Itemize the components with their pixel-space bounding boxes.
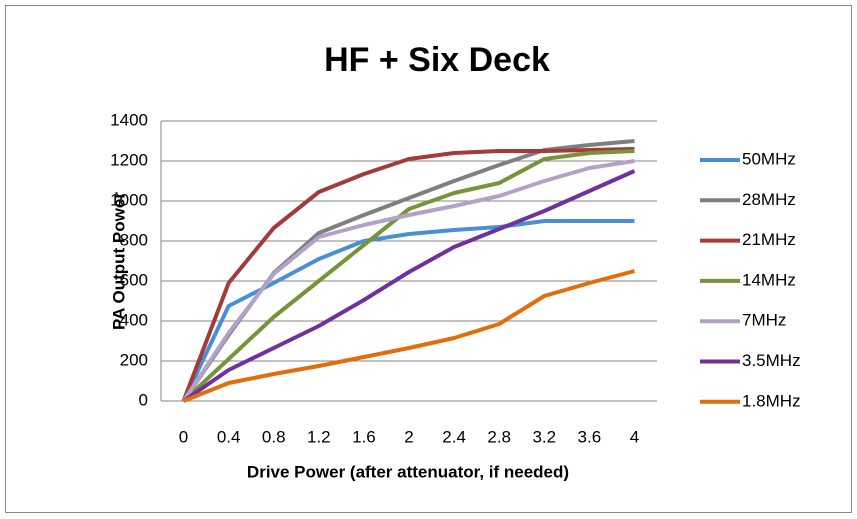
legend-label: 28MHz (742, 190, 796, 209)
x-tick-label: 2.8 (487, 427, 511, 446)
legend-label: 50MHz (742, 149, 796, 168)
x-tick-label: 3.2 (532, 427, 556, 446)
x-tick-label: 1.6 (352, 427, 376, 446)
chart-title: HF + Six Deck (324, 41, 550, 79)
legend-label: 21MHz (742, 230, 796, 249)
legend-label: 3.5MHz (742, 351, 801, 370)
y-tick-label: 800 (120, 230, 148, 249)
series-line (181, 147, 635, 402)
legend-label: 7MHz (742, 311, 786, 330)
x-tick-label: 2.4 (442, 427, 466, 446)
x-axis-title: Drive Power (after attenuator, if needed… (247, 462, 569, 481)
series-line (182, 149, 635, 403)
series-line (181, 159, 635, 403)
x-tick-label: 4 (630, 427, 639, 446)
y-axis-title: PA Output Power (109, 192, 128, 330)
x-tick-label: 3.6 (578, 427, 602, 446)
series-line (182, 169, 636, 403)
y-tick-label: 1000 (110, 190, 148, 209)
y-tick-label: 1400 (110, 110, 148, 129)
y-tick-label: 1200 (110, 150, 148, 169)
y-tick-label: 400 (120, 310, 148, 329)
y-tick-label: 600 (120, 270, 148, 289)
x-tick-label: 2 (404, 427, 413, 446)
legend-label: 1.8MHz (742, 391, 801, 410)
x-tick-label: 1.2 (307, 427, 331, 446)
legend-label: 14MHz (742, 270, 796, 289)
x-tick-label: 0.8 (262, 427, 286, 446)
x-tick-label: 0 (179, 427, 188, 446)
series-line (182, 269, 635, 403)
y-tick-label: 0 (139, 390, 148, 409)
y-tick-label: 200 (120, 350, 148, 369)
x-tick-label: 0.4 (217, 427, 241, 446)
